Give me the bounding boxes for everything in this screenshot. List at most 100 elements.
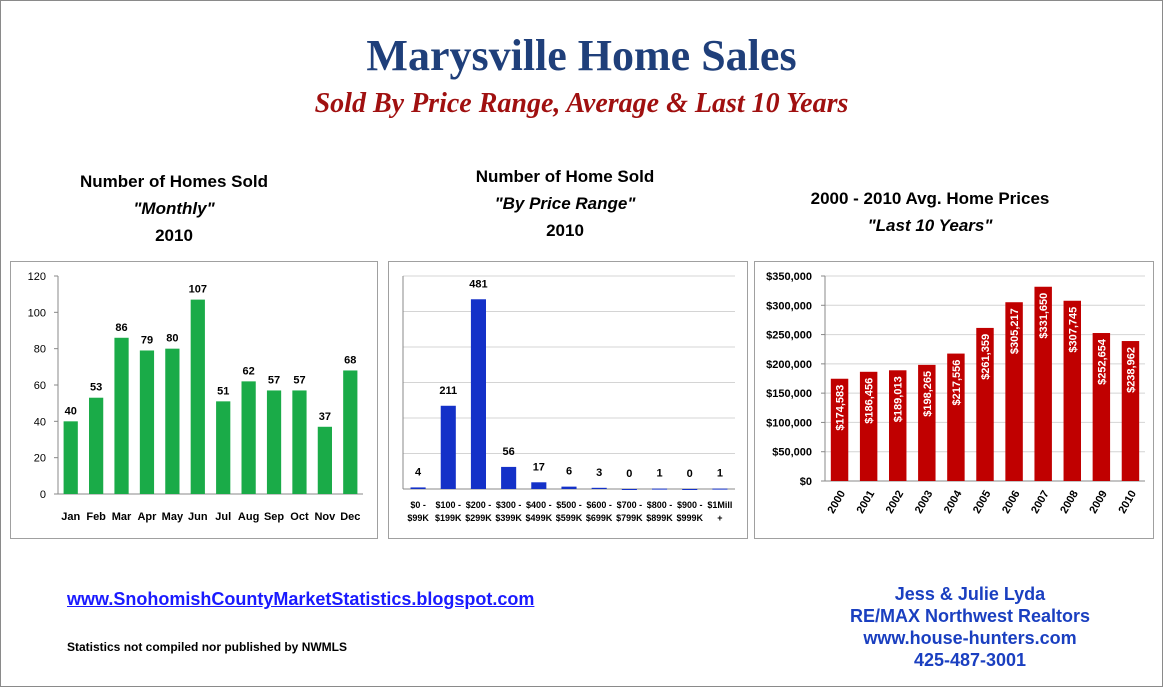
chart2-data-label: 1 — [656, 468, 662, 480]
chart2-data-label: 17 — [533, 461, 545, 473]
chart1-xtick-label: May — [162, 511, 184, 523]
chart1-xtick-label: Mar — [112, 511, 132, 523]
chart3-data-label: $189,013 — [893, 376, 905, 422]
chart1-xtick-label: Jun — [188, 511, 208, 523]
chart2-bar — [531, 482, 547, 489]
chart1-bar — [317, 426, 332, 494]
chart1-bar — [165, 348, 180, 494]
chart2-title-line2: "By Price Range" — [494, 194, 636, 213]
chart1-xtick-label: Nov — [314, 511, 336, 523]
chart1-ytick-label: 40 — [34, 416, 46, 428]
chart3-data-label: $331,650 — [1038, 293, 1050, 339]
chart1-bar — [63, 421, 78, 494]
chart2-xtick-label: $899K — [646, 513, 673, 523]
chart2-xtick-label: $599K — [556, 513, 583, 523]
chart3-xtick-label: 2010 — [1116, 489, 1139, 516]
chart2-xtick-label: $500 - — [556, 500, 582, 510]
chart3-bar — [859, 371, 878, 481]
chart2-bar — [591, 487, 607, 489]
chart1-data-label: 57 — [293, 374, 305, 386]
chart3-xtick-label: 2003 — [913, 489, 936, 516]
chart2-data-label: 1 — [717, 468, 723, 480]
chart3-data-label: $307,745 — [1067, 307, 1079, 353]
chart3-bar — [830, 378, 849, 481]
chart2-xtick-label: $499K — [526, 513, 553, 523]
chart2-xtick-label: + — [717, 513, 722, 523]
chart2-xtick-label: $999K — [676, 513, 703, 523]
monthly-sales-plot: 0 20 40 60 80 100 120 40 Jan 53 Feb 86 Mar 79 Apr 80 May… — [28, 271, 363, 523]
chart3-xtick-label: 2005 — [971, 489, 994, 516]
chart2-xtick-label: $300 - — [496, 500, 522, 510]
contact-website[interactable]: www.house-hunters.com — [863, 628, 1077, 648]
chart2-xtick-label: $800 - — [647, 500, 673, 510]
chart2-bar — [621, 489, 637, 490]
chart2-data-label: 56 — [503, 446, 515, 458]
chart1-ytick-label: 100 — [28, 307, 46, 319]
chart1-xtick-label: Jul — [215, 511, 231, 523]
chart1-data-label: 62 — [243, 365, 255, 377]
chart1-data-label: 40 — [65, 405, 77, 417]
chart2-xtick-label: $100 - — [436, 500, 462, 510]
chart1-bar — [343, 370, 358, 494]
chart3-title-line2: "Last 10 Years" — [867, 216, 993, 235]
chart1-xtick-label: Sep — [264, 511, 284, 523]
chart3-bar — [1063, 300, 1081, 481]
chart2-xtick-label: $1Mill — [707, 500, 732, 510]
chart3-xtick-label: 2008 — [1058, 489, 1081, 516]
chart3-title-line1: 2000 - 2010 Avg. Home Prices — [810, 189, 1050, 208]
price-range-plot: 4 $0 - $99K 211 $100 - $199K 481 $200 - $299K 56 $… — [402, 275, 735, 523]
contact-block: Jess & Julie Lyda RE/MAX Northwest Realt… — [820, 583, 1120, 671]
chart3-bar — [889, 370, 907, 481]
avg-price-chart: $0 $50,000 $100,000 $150,000 $200,000 $250,00… — [754, 261, 1154, 539]
chart1-xtick-label: Feb — [86, 511, 106, 523]
chart1-bar — [139, 350, 155, 494]
chart2-xtick-label: $699K — [586, 513, 613, 523]
chart3-ytick-label: $250,000 — [766, 330, 812, 342]
chart1-xtick-label: Oct — [290, 511, 309, 523]
chart1-xtick-label: Dec — [340, 511, 360, 523]
chart3-data-label: $238,962 — [1125, 347, 1137, 393]
chart2-xtick-label: $400 - — [526, 500, 552, 510]
chart1-ytick-label: 80 — [34, 344, 46, 356]
chart3-bar — [918, 364, 936, 481]
avg-price-plot: $0 $50,000 $100,000 $150,000 $200,000 $250,00… — [766, 271, 1145, 516]
chart3-data-label: $198,265 — [922, 371, 934, 417]
chart2-bar — [561, 486, 577, 489]
chart3-data-label: $217,556 — [951, 360, 963, 406]
chart3-ytick-label: $350,000 — [766, 271, 812, 283]
chart2-bar — [410, 487, 426, 489]
blog-link[interactable]: www.SnohomishCountyMarketStatistics.blog… — [67, 589, 535, 609]
chart1-data-label: 107 — [189, 284, 207, 296]
chart3-ytick-label: $200,000 — [766, 359, 812, 371]
chart2-data-label: 481 — [469, 278, 487, 290]
chart1-data-label: 53 — [90, 382, 102, 394]
chart2-data-label: 3 — [596, 467, 602, 479]
chart1-xtick-label: Jan — [61, 511, 80, 523]
nwmls-disclaimer: Statistics not compiled nor published by… — [67, 640, 348, 654]
monthly-sales-chart: 0 20 40 60 80 100 120 40 Jan 53 Feb 86 Mar 79 Apr 80 May… — [10, 261, 378, 539]
chart3-xtick-label: 2002 — [884, 489, 907, 516]
chart1-bar — [190, 299, 205, 494]
chart3-bar — [1005, 302, 1023, 481]
chart2-xtick-label: $700 - — [617, 500, 643, 510]
chart3-data-label: $174,583 — [835, 385, 847, 431]
contact-phone: 425-487-3001 — [913, 650, 1027, 670]
chart3-ytick-label: $150,000 — [766, 388, 812, 400]
chart1-bar — [216, 401, 231, 494]
chart3-bar — [976, 327, 994, 481]
chart1-ytick-label: 20 — [34, 453, 46, 465]
chart1-data-label: 37 — [319, 411, 331, 423]
chart1-data-label: 80 — [166, 333, 178, 345]
chart3-bar — [1034, 286, 1052, 481]
chart3-data-label: $186,456 — [864, 378, 876, 424]
chart2-data-label: 6 — [566, 466, 572, 478]
chart3-ytick-label: $0 — [800, 476, 812, 488]
chart3-ytick-label: $100,000 — [766, 417, 812, 429]
chart2-xtick-label: $99K — [407, 513, 429, 523]
chart1-ytick-label: 60 — [34, 380, 46, 392]
chart2-xtick-label: $199K — [435, 513, 462, 523]
chart1-data-label: 57 — [268, 374, 280, 386]
chart3-data-label: $305,217 — [1009, 308, 1021, 354]
chart2-xtick-label: $299K — [465, 513, 492, 523]
chart2-xtick-label: $200 - — [466, 500, 492, 510]
